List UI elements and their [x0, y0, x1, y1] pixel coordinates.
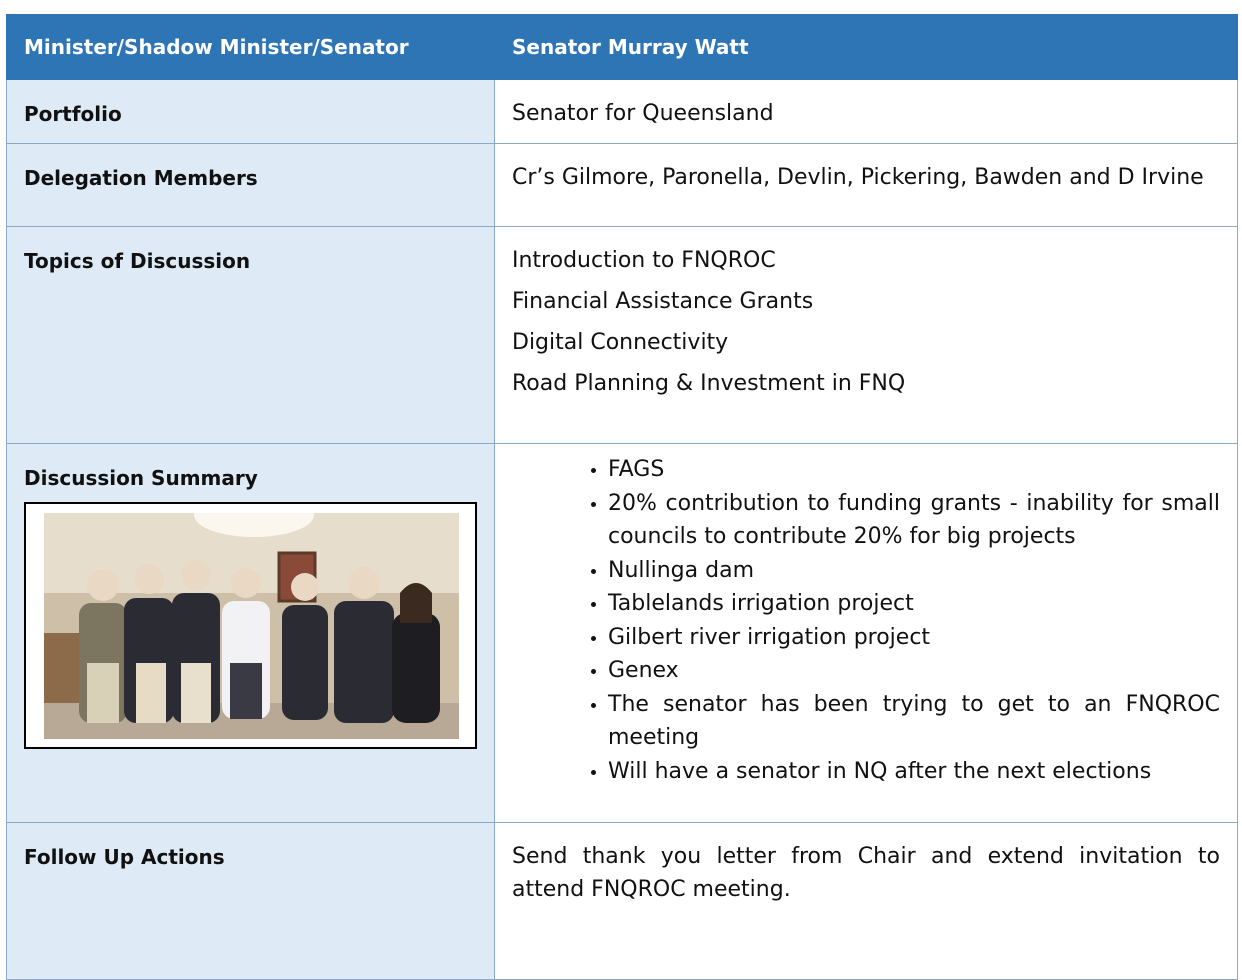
row-label: Discussion Summary	[24, 466, 258, 490]
content-text: Send thank you letter from Chair and ext…	[512, 844, 1220, 902]
bullet-item: Nullinga dam	[608, 554, 1220, 588]
table-row: Portfolio Senator for Queensland	[6, 79, 1238, 144]
header-row: Minister/Shadow Minister/Senator Senator …	[6, 14, 1238, 80]
row-label: Delegation Members	[24, 166, 258, 190]
row-label-cell: Delegation Members	[6, 143, 495, 227]
table-row: Follow Up Actions Send thank you letter f…	[6, 822, 1238, 980]
bullet-item: Gilbert river irrigation project	[608, 621, 1220, 655]
table-row: Topics of Discussion Introduction to FNQR…	[6, 226, 1238, 444]
bullet-item: Tablelands irrigation project	[608, 587, 1220, 621]
row-content-cell: Senator for Queensland	[494, 79, 1238, 144]
row-label-cell: Topics of Discussion	[6, 226, 495, 444]
row-content-cell: Cr’s Gilmore, Paronella, Devlin, Pickeri…	[494, 143, 1238, 227]
bullet-list: FAGS20% contribution to funding grants -…	[512, 453, 1220, 788]
row-label-cell: Portfolio	[6, 79, 495, 144]
bullet-item: Will have a senator in NQ after the next…	[608, 755, 1220, 789]
content-text: Cr’s Gilmore, Paronella, Devlin, Pickeri…	[512, 165, 1204, 190]
content-text: Senator for Queensland	[512, 101, 774, 126]
row-label: Portfolio	[24, 102, 122, 126]
header-cell: Minister/Shadow Minister/Senator	[6, 14, 495, 80]
row-content-cell: Send thank you letter from Chair and ext…	[494, 822, 1238, 980]
table-row: Discussion Summary FAGS20% contribution …	[6, 443, 1238, 823]
bullet-item: Genex	[608, 654, 1220, 688]
row-label: Follow Up Actions	[24, 845, 225, 869]
bullet-item: 20% contribution to funding grants - ina…	[608, 487, 1220, 554]
row-label-cell: Follow Up Actions	[6, 822, 495, 980]
bullet-item: FAGS	[608, 453, 1220, 487]
row-content-cell: Introduction to FNQROC Financial Assistan…	[494, 226, 1238, 444]
topic-item: Introduction to FNQROC	[512, 248, 776, 273]
table-body: Minister/Shadow Minister/Senator Senator …	[6, 14, 1238, 980]
row-label: Topics of Discussion	[24, 249, 251, 273]
delegation-photo	[44, 513, 459, 739]
briefing-table: Minister/Shadow Minister/Senator Senator …	[6, 14, 1238, 980]
topic-item: Financial Assistance Grants	[512, 289, 814, 314]
table-row: Delegation Members Cr’s Gilmore, Paronell…	[6, 143, 1238, 227]
header-cell: Senator Murray Watt	[494, 14, 1238, 80]
row-label-cell: Discussion Summary	[6, 443, 495, 823]
topic-item: Digital Connectivity	[512, 330, 729, 355]
photo-frame	[24, 502, 477, 749]
topic-item: Road Planning & Investment in FNQ	[512, 371, 906, 396]
row-content-cell: FAGS20% contribution to funding grants -…	[494, 443, 1238, 823]
bullet-item: The senator has been trying to get to an…	[608, 688, 1220, 755]
